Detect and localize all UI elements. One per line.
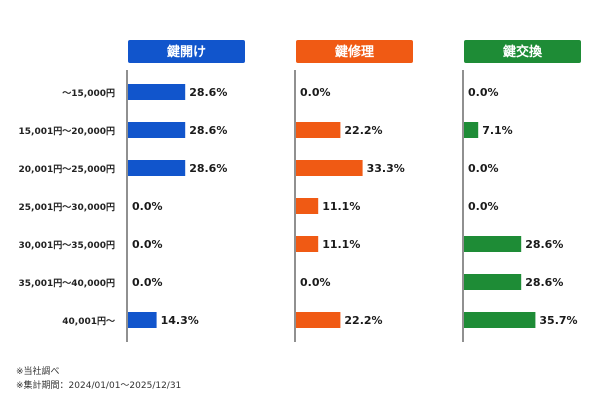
bar-s2-c3 [296, 160, 363, 176]
series-header-3 [464, 40, 581, 63]
bar-s3-c2 [464, 122, 479, 138]
value-label-s2-c2: 22.2% [344, 124, 382, 137]
series-title-2: 鍵修理 [335, 44, 374, 60]
value-label-s3-c5: 28.6% [525, 238, 563, 251]
series-title-1: 鍵開け [167, 44, 206, 60]
bar-s1-c2 [128, 122, 186, 138]
series-title-3: 鍵交換 [503, 44, 543, 60]
value-label-s2-c1: 0.0% [300, 86, 331, 99]
value-label-s3-c7: 35.7% [539, 314, 577, 327]
value-label-s2-c6: 0.0% [300, 276, 331, 289]
value-label-s1-c1: 28.6% [189, 86, 227, 99]
category-label-3: 20,001円〜25,000円 [19, 164, 115, 175]
value-label-s1-c3: 28.6% [189, 162, 227, 175]
bar-s1-c7 [128, 312, 157, 328]
series-header-2 [296, 40, 413, 63]
category-label-1: 〜15,000円 [62, 88, 115, 99]
bar-s2-c7 [296, 312, 341, 328]
bar-s2-c4 [296, 198, 319, 214]
value-label-s1-c4: 0.0% [132, 200, 163, 213]
value-label-s3-c1: 0.0% [468, 86, 499, 99]
category-label-7: 40,001円〜 [62, 316, 115, 327]
footnote-source: ※当社調べ [16, 367, 60, 377]
value-label-s2-c4: 11.1% [322, 200, 360, 213]
bar-s3-c7 [464, 312, 536, 328]
category-label-6: 35,001円〜40,000円 [19, 278, 115, 289]
bar-s3-c5 [464, 236, 522, 252]
category-label-2: 15,001円〜20,000円 [19, 126, 115, 137]
value-label-s1-c7: 14.3% [161, 314, 199, 327]
value-label-s3-c2: 7.1% [482, 124, 513, 137]
value-label-s2-c7: 22.2% [344, 314, 382, 327]
value-label-s2-c5: 11.1% [322, 238, 360, 251]
bar-s2-c5 [296, 236, 319, 252]
bar-s2-c2 [296, 122, 341, 138]
value-label-s2-c3: 33.3% [367, 162, 405, 175]
series-header-1 [128, 40, 245, 63]
value-label-s1-c6: 0.0% [132, 276, 163, 289]
footnote-period: ※集計期間：2024/01/01〜2025/12/31 [16, 381, 182, 391]
category-label-4: 25,001円〜30,000円 [19, 202, 115, 213]
bar-s3-c6 [464, 274, 522, 290]
value-label-s1-c2: 28.6% [189, 124, 227, 137]
value-label-s3-c6: 28.6% [525, 276, 563, 289]
bar-s1-c3 [128, 160, 186, 176]
category-label-5: 30,001円〜35,000円 [19, 240, 115, 251]
value-label-s1-c5: 0.0% [132, 238, 163, 251]
value-label-s3-c4: 0.0% [468, 200, 499, 213]
bar-s1-c1 [128, 84, 186, 100]
value-label-s3-c3: 0.0% [468, 162, 499, 175]
